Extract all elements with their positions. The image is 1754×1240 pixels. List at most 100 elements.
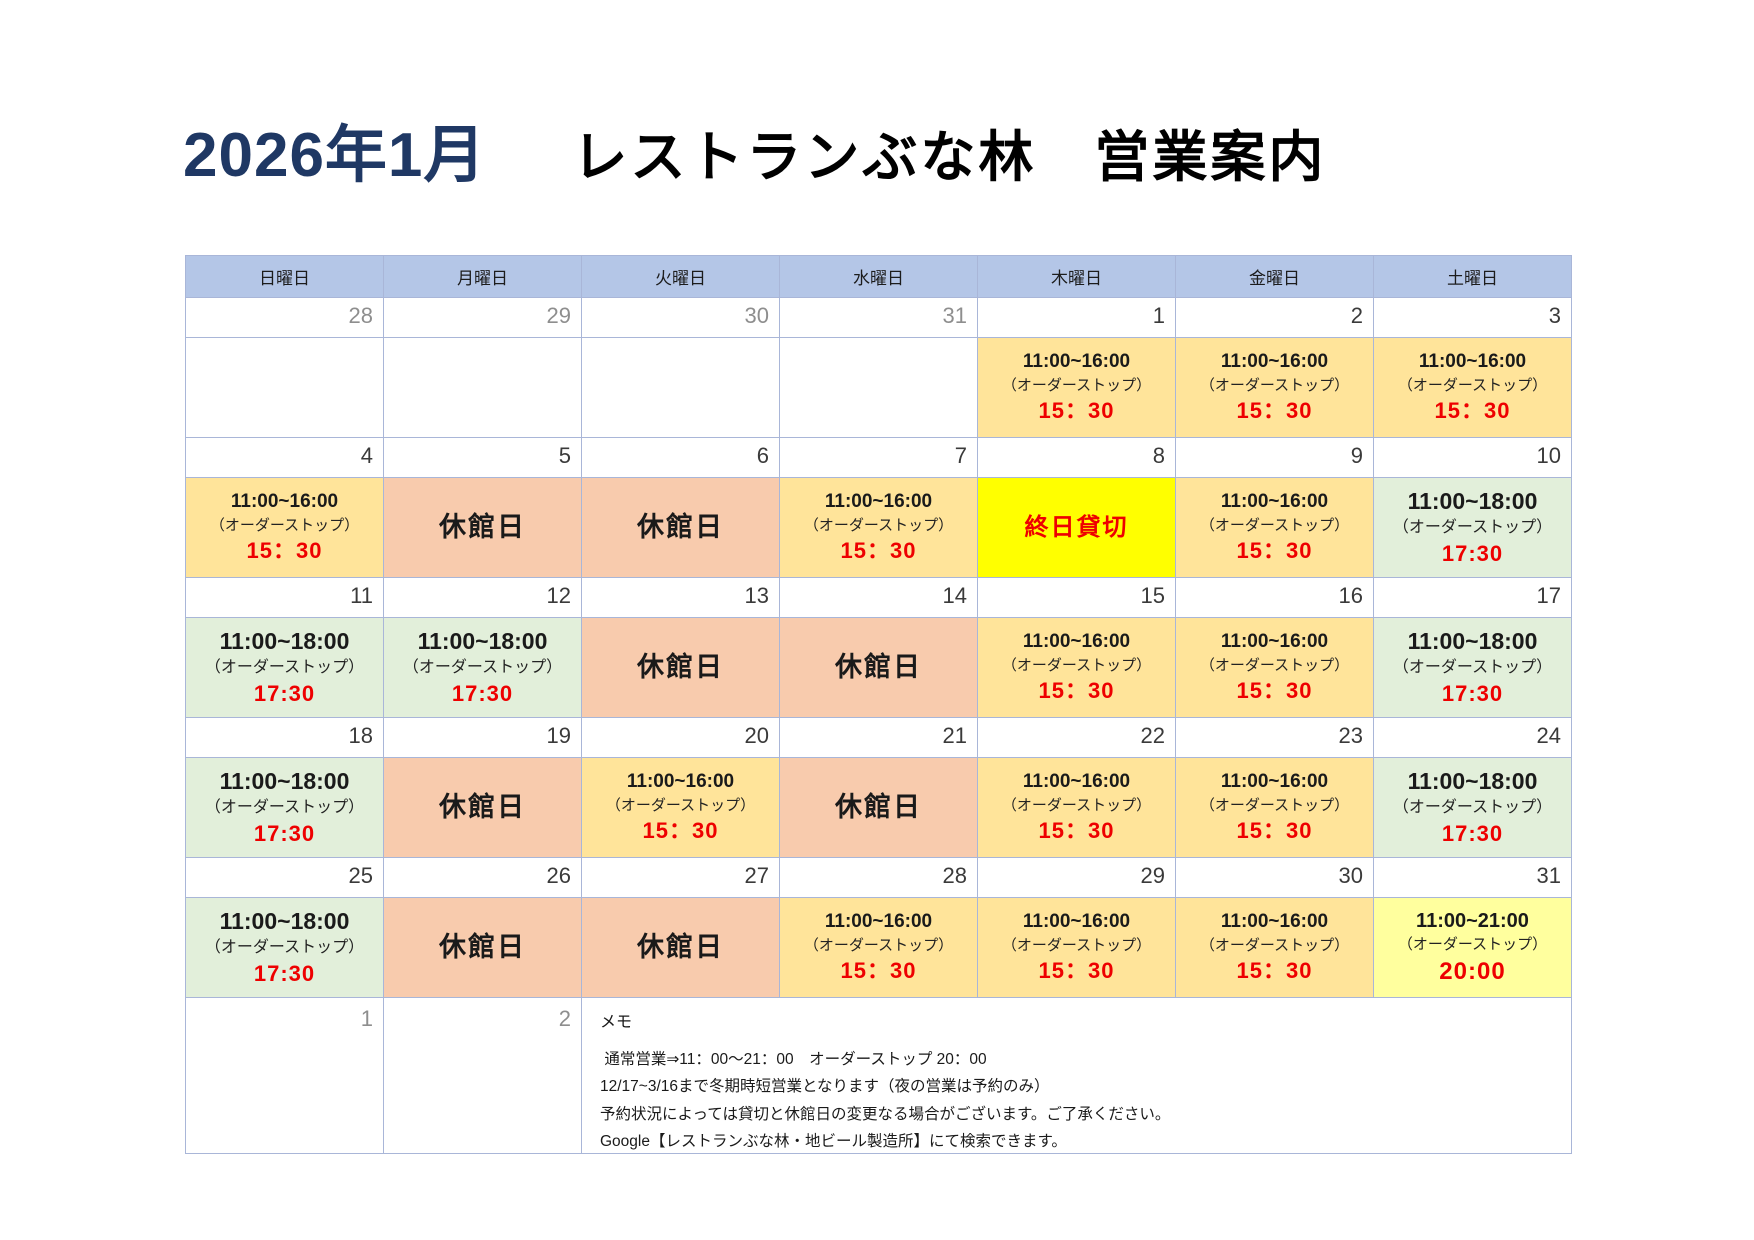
order-stop-label: （オーダーストップ） [1199, 656, 1350, 674]
day-cell: 11:00~16:00 （オーダーストップ） 15：30 [780, 478, 978, 578]
order-stop-label: （オーダーストップ） [1001, 656, 1152, 674]
date-number: 29 [384, 298, 582, 338]
date-number: 1 [186, 998, 384, 1154]
date-number: 9 [1176, 438, 1374, 478]
date-number: 28 [186, 298, 384, 338]
last-order-time: 17:30 [253, 820, 316, 846]
last-order-time: 15：30 [1236, 817, 1313, 843]
date-number: 12 [384, 578, 582, 618]
last-order-time: 17:30 [1441, 680, 1504, 706]
memo-line: 予約状況によっては貸切と休館日の変更なる場合がございます。ご了承ください。 [600, 1105, 1171, 1123]
open-hours: 11:00~16:00 [1022, 911, 1131, 933]
last-order-time: 15：30 [1038, 957, 1115, 983]
last-order-time: 15：30 [1236, 537, 1313, 563]
day-cell: 11:00~16:00 （オーダーストップ） 15：30 [1374, 338, 1572, 438]
open-hours: 11:00~18:00 [1407, 628, 1538, 655]
date-number: 22 [978, 718, 1176, 758]
date-number: 7 [780, 438, 978, 478]
charter-label: 終日貸切 [1024, 513, 1129, 541]
open-hours: 11:00~18:00 [219, 908, 350, 935]
open-hours: 11:00~16:00 [1220, 351, 1329, 373]
day-cell: 11:00~16:00 （オーダーストップ） 15：30 [186, 478, 384, 578]
closed-label: 休館日 [835, 652, 922, 683]
closed-label: 休館日 [439, 512, 526, 543]
closed-label: 休館日 [637, 932, 724, 963]
day-cell: 11:00~18:00 （オーダーストップ） 17:30 [186, 758, 384, 858]
open-hours: 11:00~16:00 [1220, 631, 1329, 653]
memo-line: 通常営業⇒11：00～21：00 オーダーストップ 20：00 [600, 1051, 987, 1068]
open-hours: 11:00~16:00 [1220, 491, 1329, 513]
last-order-time: 15：30 [1236, 397, 1313, 423]
last-order-time: 15：30 [840, 537, 917, 563]
last-order-time: 15：30 [1038, 677, 1115, 703]
open-hours: 11:00~18:00 [1407, 768, 1538, 795]
weekday-header: 月曜日 [384, 256, 582, 298]
date-number: 30 [1176, 858, 1374, 898]
day-cell [582, 338, 780, 438]
date-number: 8 [978, 438, 1176, 478]
closed-label: 休館日 [439, 932, 526, 963]
day-cell: 11:00~16:00 （オーダーストップ） 15：30 [1176, 618, 1374, 718]
date-number: 14 [780, 578, 978, 618]
date-number: 21 [780, 718, 978, 758]
memo-cell: メモ 通常営業⇒11：00～21：00 オーダーストップ 20：00 12/17~… [582, 998, 1572, 1154]
day-cell: 11:00~18:00 （オーダーストップ） 17:30 [1374, 478, 1572, 578]
title-month: 2026年1月 [183, 121, 487, 190]
last-order-time: 15：30 [1038, 817, 1115, 843]
order-stop-label: （オーダーストップ） [1397, 376, 1548, 394]
order-stop-label: （オーダーストップ） [1392, 519, 1553, 537]
date-number: 1 [978, 298, 1176, 338]
last-order-time: 15：30 [642, 817, 719, 843]
date-number: 18 [186, 718, 384, 758]
day-cell: 11:00~16:00 （オーダーストップ） 15：30 [978, 758, 1176, 858]
open-hours: 11:00~18:00 [219, 768, 350, 795]
last-order-time: 17:30 [253, 960, 316, 986]
order-stop-label: （オーダーストップ） [1199, 516, 1350, 534]
day-cell: 11:00~18:00 （オーダーストップ） 17:30 [1374, 618, 1572, 718]
order-stop-label: （オーダーストップ） [1001, 796, 1152, 814]
title-restaurant: レストランぶな林 営業案内 [572, 126, 1327, 188]
date-number: 6 [582, 438, 780, 478]
date-number: 25 [186, 858, 384, 898]
order-stop-label: （オーダーストップ） [204, 939, 365, 957]
open-hours: 11:00~16:00 [824, 911, 933, 933]
day-cell: 11:00~16:00 （オーダーストップ） 15：30 [582, 758, 780, 858]
memo-title: メモ [600, 1014, 633, 1031]
date-number: 31 [780, 298, 978, 338]
day-cell: 終日貸切 [978, 478, 1176, 578]
order-stop-label: （オーダーストップ） [1392, 799, 1553, 817]
day-cell: 11:00~16:00 （オーダーストップ） 15：30 [1176, 898, 1374, 998]
date-number: 4 [186, 438, 384, 478]
open-hours: 11:00~16:00 [626, 771, 735, 793]
open-hours: 11:00~16:00 [1022, 351, 1131, 373]
memo-line: 12/17~3/16まで冬期時短営業となります（夜の営業は予約のみ） [600, 1078, 1050, 1096]
last-order-time: 17:30 [1441, 820, 1504, 846]
date-number: 23 [1176, 718, 1374, 758]
date-number: 10 [1374, 438, 1572, 478]
date-number: 27 [582, 858, 780, 898]
closed-label: 休館日 [637, 512, 724, 543]
day-cell: 休館日 [582, 618, 780, 718]
open-hours: 11:00~18:00 [219, 628, 350, 655]
last-order-time: 15：30 [1038, 397, 1115, 423]
order-stop-label: （オーダーストップ） [204, 799, 365, 817]
last-order-time: 20:00 [1439, 958, 1506, 986]
order-stop-label: （オーダーストップ） [402, 659, 563, 677]
order-stop-label: （オーダーストップ） [1397, 935, 1548, 953]
closed-label: 休館日 [835, 792, 922, 823]
date-number: 30 [582, 298, 780, 338]
date-number: 28 [780, 858, 978, 898]
day-cell: 11:00~16:00 （オーダーストップ） 15：30 [978, 898, 1176, 998]
day-cell: 11:00~18:00 （オーダーストップ） 17:30 [186, 898, 384, 998]
date-number: 29 [978, 858, 1176, 898]
day-cell: 11:00~16:00 （オーダーストップ） 15：30 [978, 338, 1176, 438]
last-order-time: 17:30 [253, 680, 316, 706]
order-stop-label: （オーダーストップ） [803, 936, 954, 954]
date-number: 24 [1374, 718, 1572, 758]
day-cell: 11:00~16:00 （オーダーストップ） 15：30 [1176, 478, 1374, 578]
last-order-time: 15：30 [840, 957, 917, 983]
order-stop-label: （オーダーストップ） [1392, 659, 1553, 677]
page-title: 2026年1月 レストランぶな林 営業案内 [183, 104, 1326, 194]
order-stop-label: （オーダーストップ） [1001, 936, 1152, 954]
day-cell: 休館日 [384, 758, 582, 858]
